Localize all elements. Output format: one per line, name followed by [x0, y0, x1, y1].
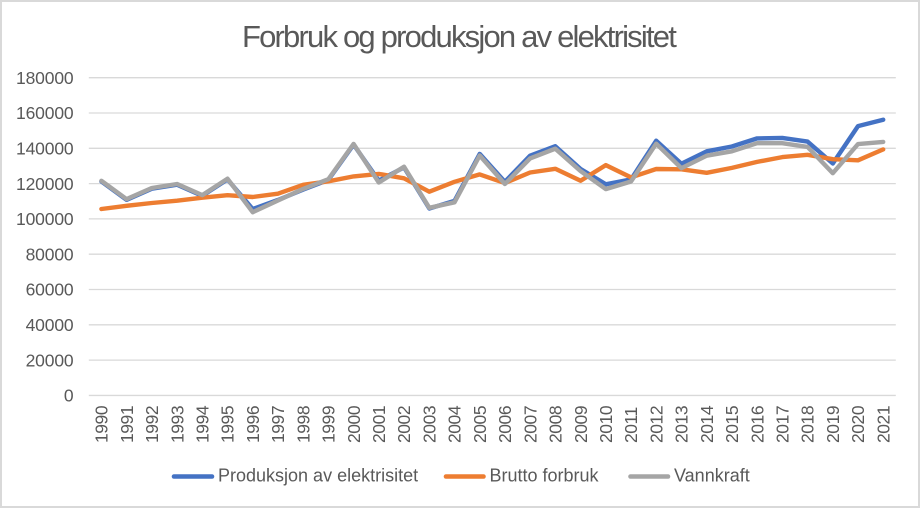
- svg-text:2002: 2002: [394, 406, 414, 443]
- svg-text:0: 0: [64, 386, 74, 406]
- svg-text:140000: 140000: [16, 139, 74, 159]
- svg-text:60000: 60000: [26, 280, 74, 300]
- svg-text:2018: 2018: [798, 406, 818, 443]
- svg-text:2011: 2011: [621, 407, 641, 443]
- svg-text:1994: 1994: [193, 405, 213, 443]
- svg-text:2000: 2000: [344, 405, 364, 443]
- svg-text:2003: 2003: [420, 406, 440, 443]
- svg-text:1993: 1993: [167, 406, 187, 443]
- svg-text:100000: 100000: [16, 209, 74, 229]
- svg-text:1995: 1995: [218, 406, 238, 443]
- svg-text:2019: 2019: [823, 406, 843, 443]
- svg-text:2004: 2004: [445, 405, 465, 443]
- svg-text:2020: 2020: [848, 405, 868, 443]
- svg-text:1990: 1990: [92, 405, 112, 443]
- svg-text:2016: 2016: [747, 406, 767, 443]
- svg-text:120000: 120000: [16, 174, 74, 194]
- svg-text:20000: 20000: [26, 350, 74, 370]
- svg-text:2001: 2001: [369, 406, 389, 443]
- svg-text:1997: 1997: [268, 406, 288, 443]
- svg-text:2009: 2009: [571, 406, 591, 443]
- svg-text:Produksjon av elektrisitet: Produksjon av elektrisitet: [218, 465, 418, 485]
- svg-text:2013: 2013: [672, 406, 692, 443]
- svg-text:1996: 1996: [243, 406, 263, 443]
- svg-text:160000: 160000: [16, 103, 74, 123]
- svg-text:40000: 40000: [26, 315, 74, 335]
- svg-text:2014: 2014: [697, 405, 717, 443]
- svg-text:1999: 1999: [319, 406, 339, 443]
- svg-text:2006: 2006: [495, 406, 515, 443]
- svg-text:2008: 2008: [546, 406, 566, 443]
- svg-text:Brutto forbruk: Brutto forbruk: [490, 465, 600, 485]
- svg-text:80000: 80000: [26, 244, 74, 264]
- svg-text:1992: 1992: [142, 406, 162, 443]
- svg-text:1998: 1998: [293, 406, 313, 443]
- svg-text:180000: 180000: [16, 68, 74, 88]
- svg-text:2021: 2021: [873, 406, 893, 443]
- svg-text:Forbruk og produksjon av elekt: Forbruk og produksjon av elektrisitet: [242, 19, 677, 54]
- svg-text:2005: 2005: [470, 406, 490, 443]
- svg-text:1991: 1991: [117, 406, 137, 443]
- svg-text:2007: 2007: [520, 406, 540, 443]
- svg-text:2017: 2017: [773, 406, 793, 443]
- svg-text:2010: 2010: [596, 405, 616, 443]
- svg-text:Vannkraft: Vannkraft: [674, 465, 750, 485]
- svg-text:2012: 2012: [646, 406, 666, 443]
- svg-text:2015: 2015: [722, 406, 742, 443]
